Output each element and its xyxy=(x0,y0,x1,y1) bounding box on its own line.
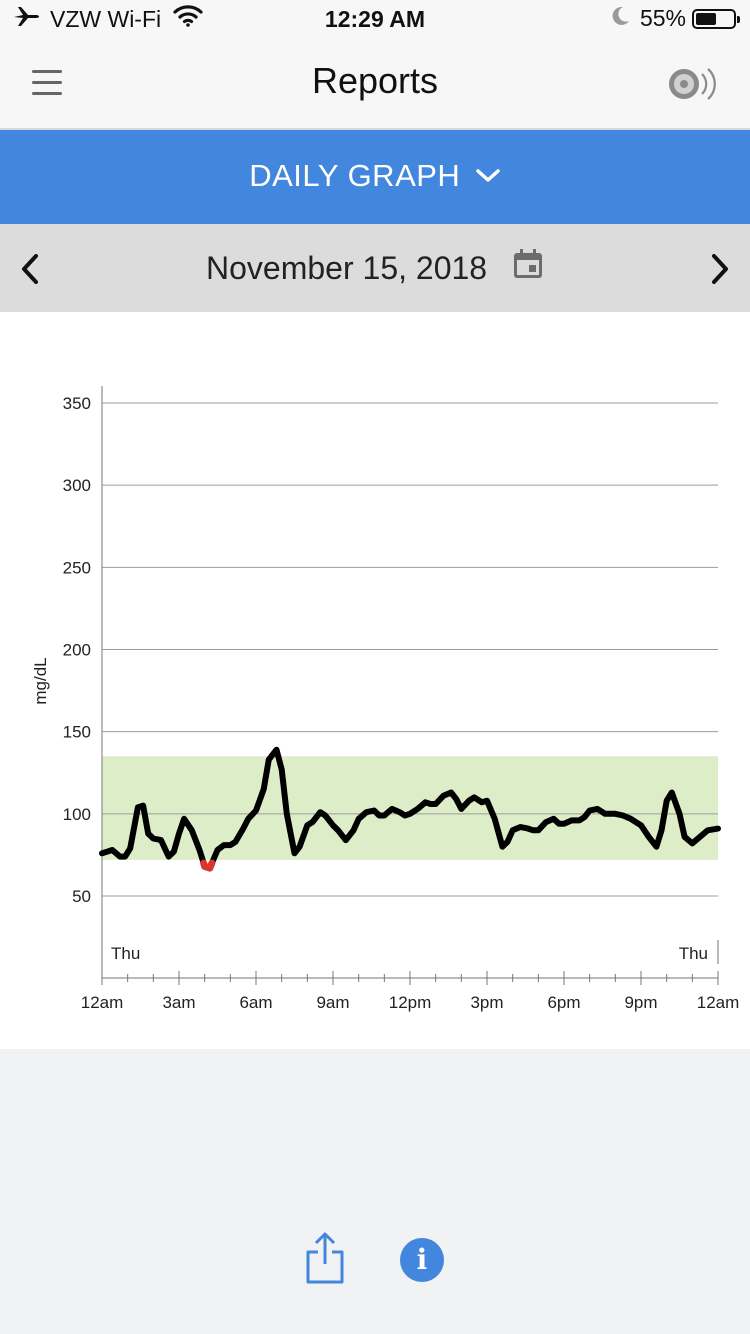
info-icon[interactable]: i xyxy=(400,1238,444,1282)
share-icon[interactable] xyxy=(304,1230,346,1291)
hamburger-icon[interactable] xyxy=(32,70,62,96)
low-glucose-segment xyxy=(206,859,216,872)
wifi-icon xyxy=(173,5,203,33)
nav-bar: Reports xyxy=(0,40,750,130)
airplane-icon xyxy=(12,4,40,34)
x-tick-label: 12am xyxy=(697,993,740,1012)
page-title: Reports xyxy=(311,60,439,101)
y-tick-label: 200 xyxy=(63,641,91,660)
report-type-selector[interactable]: DAILY GRAPH xyxy=(0,130,750,224)
y-axis-label: mg/dL xyxy=(31,657,50,704)
day-label-end: Thu xyxy=(679,944,708,963)
battery-icon xyxy=(692,8,740,29)
previous-day-button[interactable] xyxy=(18,252,42,291)
battery-percent: 55% xyxy=(639,5,686,31)
x-tick-label: 12pm xyxy=(389,993,432,1012)
status-right: 55% xyxy=(612,5,740,32)
x-tick-label: 3am xyxy=(162,993,195,1012)
x-tick-label: 6pm xyxy=(547,993,580,1012)
y-tick-label: 50 xyxy=(72,887,91,906)
moon-icon xyxy=(612,5,630,32)
y-tick-label: 350 xyxy=(63,394,91,413)
status-bar: VZW Wi-Fi 12:29 AM 55% xyxy=(0,0,750,40)
x-tick-label: 9am xyxy=(316,993,349,1012)
current-date: November 15, 2018 xyxy=(206,250,488,286)
glucose-chart: 50 100 150 200 250 300 350 mg/dL 12am 3am 6am 9am 12… xyxy=(31,386,740,1012)
status-time: 12:29 AM xyxy=(324,6,426,32)
chevron-down-icon xyxy=(475,168,501,189)
x-tick-label: 9pm xyxy=(624,993,657,1012)
status-left: VZW Wi-Fi xyxy=(12,4,203,34)
y-tick-label: 150 xyxy=(63,723,91,742)
next-day-button[interactable] xyxy=(708,252,732,291)
bottom-actions: i xyxy=(0,1230,750,1290)
daily-graph-panel: 50 100 150 200 250 300 350 mg/dL 12am 3am 6am 9am 12… xyxy=(0,312,750,1049)
y-tick-label: 300 xyxy=(63,476,91,495)
day-label-start: Thu xyxy=(111,944,140,963)
target-range-band xyxy=(102,756,718,860)
x-tick-label: 3pm xyxy=(470,993,503,1012)
speaker-icon[interactable] xyxy=(668,64,720,104)
y-tick-label: 100 xyxy=(63,805,91,824)
x-tick-label: 6am xyxy=(239,993,272,1012)
date-navigator: November 15, 2018 xyxy=(0,224,750,312)
y-tick-label: 250 xyxy=(63,558,91,577)
x-tick-label: 12am xyxy=(81,993,124,1012)
report-type-label: DAILY GRAPH xyxy=(249,158,461,193)
calendar-icon[interactable] xyxy=(512,248,544,288)
carrier-label: VZW Wi-Fi xyxy=(50,5,162,32)
date-display[interactable]: November 15, 2018 xyxy=(206,248,544,288)
